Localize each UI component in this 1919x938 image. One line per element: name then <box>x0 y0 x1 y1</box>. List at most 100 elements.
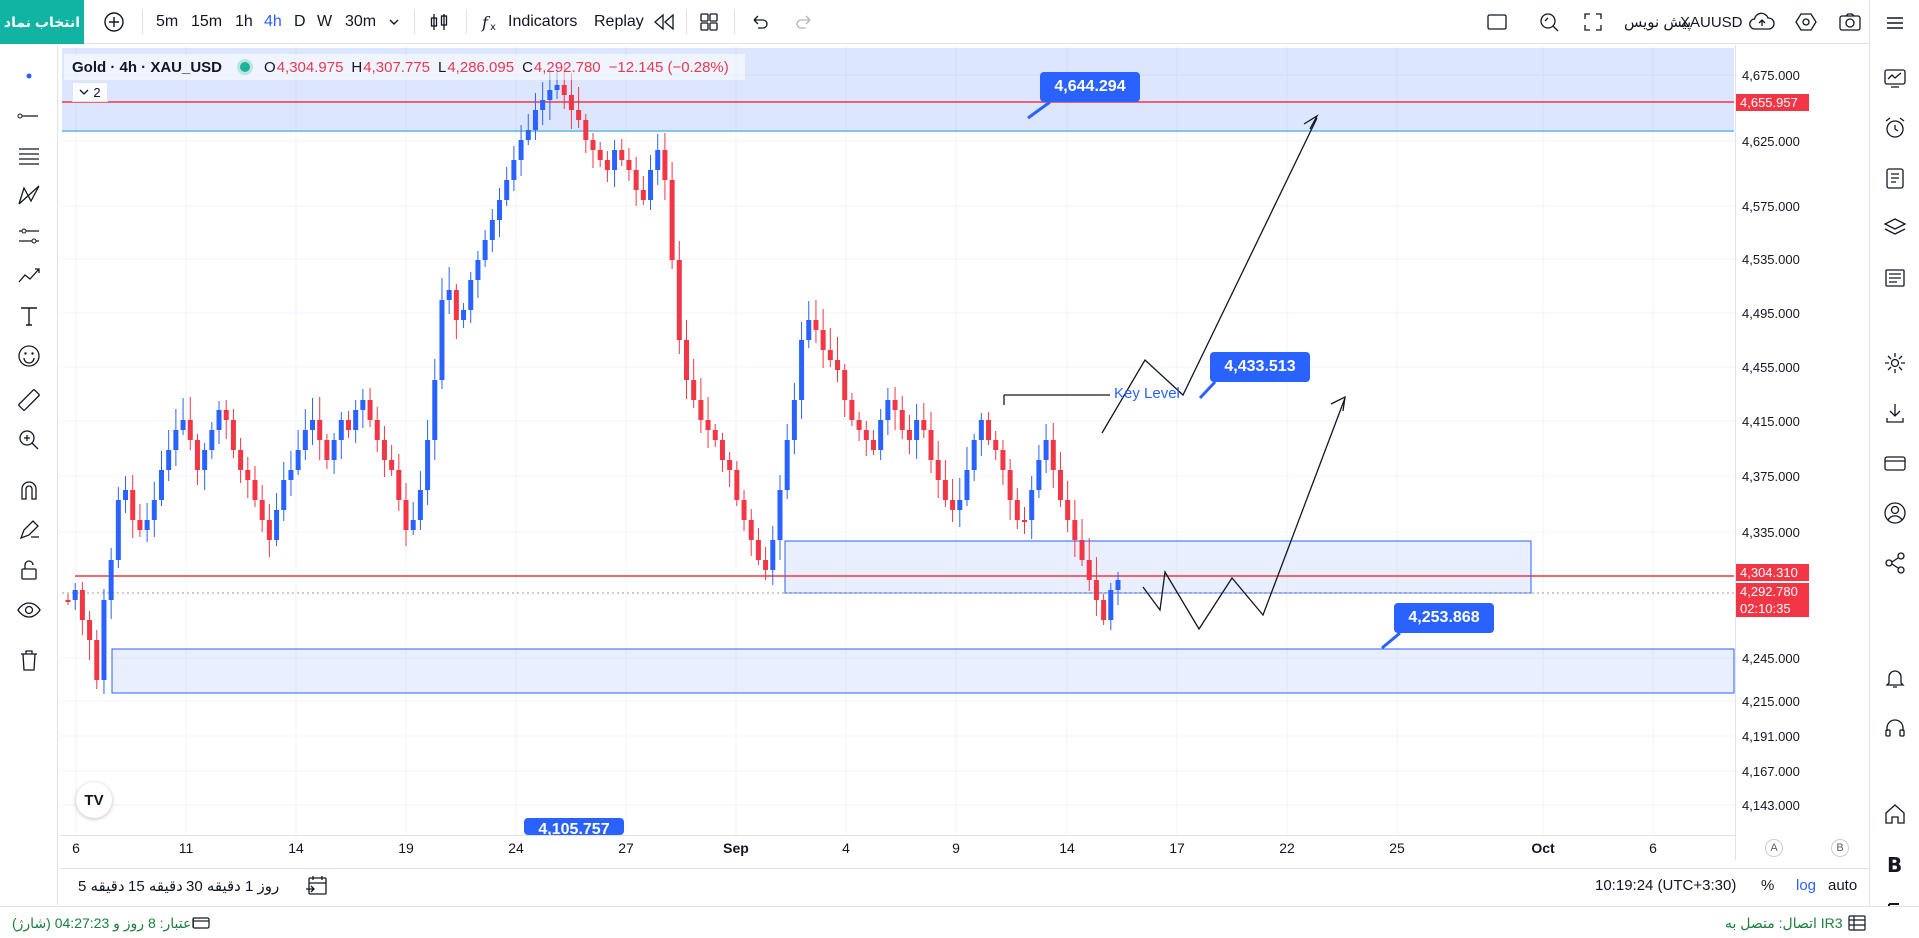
eye-icon[interactable] <box>14 595 44 625</box>
emoji-icon[interactable] <box>14 341 44 371</box>
candle-body <box>748 520 754 540</box>
zoom-in-icon[interactable] <box>14 425 44 455</box>
scale-badge-a[interactable]: A <box>1765 839 1783 857</box>
replay-button[interactable]: Replay <box>594 13 644 30</box>
candle-body <box>1108 590 1114 620</box>
candle-body <box>194 440 200 470</box>
symbol-name[interactable]: XAUUSD <box>1680 13 1743 31</box>
fib-lines-icon[interactable] <box>14 141 44 171</box>
interval-4h[interactable]: 4h <box>264 13 282 30</box>
range-15m[interactable]: 15 دقیقه <box>128 878 183 895</box>
layers-icon[interactable] <box>1880 213 1910 243</box>
price-label: 4,143.000 <box>1742 798 1800 813</box>
time-axis[interactable] <box>60 835 1735 861</box>
text-tool-icon[interactable] <box>14 301 44 331</box>
fullscreen-rect-icon[interactable] <box>1486 10 1508 34</box>
candle-body <box>683 340 689 380</box>
cursor-dot-icon[interactable] <box>14 61 44 91</box>
settings-gear-icon[interactable] <box>1880 348 1910 378</box>
candle-body <box>820 330 826 350</box>
tradingview-logo-icon[interactable]: TV <box>76 782 112 818</box>
download-icon[interactable] <box>1880 398 1910 428</box>
expand-icon[interactable] <box>1582 10 1604 34</box>
lock-icon[interactable] <box>14 555 44 585</box>
interval-d[interactable]: D <box>294 13 306 30</box>
settings-hex-icon[interactable] <box>1795 10 1817 34</box>
alarm-clock-icon[interactable] <box>1880 113 1910 143</box>
candle-body <box>497 200 503 220</box>
symbol-search-button[interactable]: انتخاب نماد <box>0 0 84 44</box>
auto-toggle[interactable]: auto <box>1828 877 1858 894</box>
range-5m[interactable]: 5 دقیقه <box>78 878 125 895</box>
candle-body <box>310 420 316 430</box>
profile-icon[interactable] <box>1880 498 1910 528</box>
table-icon[interactable] <box>1848 915 1866 934</box>
candle-body <box>928 430 934 460</box>
candle-body <box>612 150 618 170</box>
quick-search-icon[interactable] <box>1538 10 1560 34</box>
candle-body <box>842 370 848 400</box>
price-chart[interactable] <box>60 45 1735 835</box>
interval-1h[interactable]: 1h <box>235 13 253 30</box>
candle-body <box>604 160 610 170</box>
calendar-range-icon[interactable] <box>304 873 330 899</box>
watchlist-icon[interactable] <box>1880 63 1910 93</box>
price-callout[interactable]: 4,644.294 <box>1040 72 1140 102</box>
add-symbol-icon[interactable] <box>102 10 126 34</box>
cloud-save-icon[interactable] <box>1748 10 1776 34</box>
camera-icon[interactable] <box>1838 10 1862 34</box>
prediction-icon[interactable] <box>14 221 44 251</box>
notes-icon[interactable] <box>1880 163 1910 193</box>
forecast-icon[interactable] <box>14 261 44 291</box>
share-icon[interactable] <box>1880 548 1910 578</box>
legend-title[interactable]: Gold · 4h · XAU_USD <box>72 58 223 76</box>
rewind-icon[interactable] <box>652 10 676 34</box>
key-level-label[interactable]: Key Level <box>1114 385 1180 402</box>
pattern-icon[interactable] <box>14 181 44 211</box>
trend-line-icon[interactable] <box>14 101 44 131</box>
menu-icon[interactable] <box>1880 8 1910 38</box>
range-30m[interactable]: 30 دقیقه <box>186 878 241 895</box>
headset-icon[interactable] <box>1880 713 1910 743</box>
ruler-icon[interactable] <box>14 385 44 415</box>
stay-drawing-icon[interactable] <box>14 515 44 545</box>
magnet-icon[interactable] <box>14 475 44 505</box>
candle-body <box>137 520 143 530</box>
candle-body <box>849 400 855 420</box>
candle-body <box>741 500 747 520</box>
price-callout-partial[interactable]: 4,105.757 <box>524 818 624 835</box>
price-axis[interactable] <box>1735 45 1869 860</box>
clock-timezone[interactable]: 10:19:24 (UTC+3:30) <box>1595 877 1737 894</box>
candle-body <box>1036 460 1042 490</box>
news-icon[interactable] <box>1880 263 1910 293</box>
price-label: 4,335.000 <box>1742 525 1800 540</box>
broker-b-icon[interactable]: B <box>1880 849 1910 879</box>
bell-icon[interactable] <box>1880 663 1910 693</box>
candle-body <box>403 500 409 530</box>
price-callout[interactable]: 4,253.868 <box>1394 603 1494 633</box>
trash-icon[interactable] <box>14 645 44 675</box>
interval-custom[interactable]: 30m <box>345 13 377 30</box>
scale-badge-b[interactable]: B <box>1831 839 1849 857</box>
price-callout[interactable]: 4,433.513 <box>1210 352 1310 382</box>
chevron-down-icon[interactable] <box>387 10 401 34</box>
candle-body <box>906 430 912 440</box>
interval-w[interactable]: W <box>317 13 333 30</box>
interval-5m[interactable]: 5m <box>156 13 179 30</box>
layouts-icon[interactable] <box>698 10 720 34</box>
range-1d[interactable]: 1 روز <box>245 878 280 895</box>
interval-15m[interactable]: 15m <box>191 13 223 30</box>
home-icon[interactable] <box>1880 799 1910 829</box>
price-label: 4,415.000 <box>1742 414 1800 429</box>
indicators-toggle[interactable]: 2 <box>72 82 108 102</box>
redo-icon[interactable] <box>794 10 814 34</box>
candle-body <box>123 490 129 500</box>
undo-icon[interactable] <box>750 10 770 34</box>
candle-body <box>1079 540 1085 560</box>
percent-toggle[interactable]: % <box>1761 877 1775 894</box>
wallet-icon[interactable] <box>1880 448 1910 478</box>
log-toggle[interactable]: log <box>1796 877 1817 894</box>
candles-icon[interactable] <box>428 10 450 34</box>
indicators-button[interactable]: Indicators <box>508 13 578 30</box>
